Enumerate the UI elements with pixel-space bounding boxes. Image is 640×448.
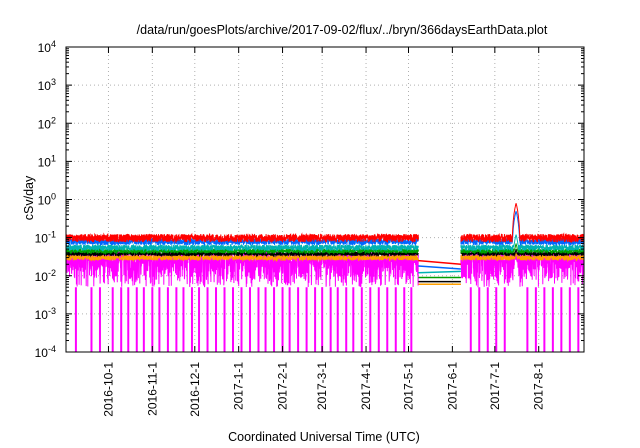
series-line-segment bbox=[460, 252, 585, 263]
series-line-segment bbox=[65, 232, 419, 244]
x-tick-label: 2017-3-1 bbox=[315, 362, 329, 410]
series-gap-line bbox=[418, 270, 461, 274]
x-tick-label: 2017-4-1 bbox=[359, 362, 373, 410]
x-tick-label: 2017-2-1 bbox=[276, 362, 290, 410]
data-series bbox=[65, 203, 585, 266]
data-series bbox=[65, 234, 585, 274]
series-line-segment bbox=[460, 243, 585, 256]
axis-ticks: 10-4 10-3 10-2 10-1 100 101 102 103 104 2016-10-1… bbox=[35, 39, 584, 417]
series-layer bbox=[65, 203, 585, 352]
series-line-segment bbox=[65, 249, 419, 258]
y-tick-label: 103 bbox=[38, 77, 56, 93]
data-series bbox=[65, 248, 585, 283]
y-tick-label: 10-1 bbox=[35, 230, 56, 246]
series-gap-line bbox=[418, 265, 461, 270]
chart-title: /data/run/goesPlots/archive/2017-09-02/f… bbox=[137, 23, 548, 37]
x-tick-label: 2017-7-1 bbox=[488, 362, 502, 410]
x-tick-label: 2016-10-1 bbox=[101, 362, 115, 417]
x-axis-label: Coordinated Universal Time (UTC) bbox=[228, 430, 420, 444]
y-axis-label: cSv/day bbox=[22, 175, 36, 220]
x-tick-label: 2017-1-1 bbox=[232, 362, 246, 410]
y-tick-label: 10-3 bbox=[35, 306, 56, 322]
series-gap-line bbox=[418, 259, 461, 266]
series-line-segment bbox=[460, 234, 585, 253]
x-tick-label: 2017-5-1 bbox=[402, 362, 416, 410]
series-line-segment bbox=[460, 203, 585, 244]
y-tick-label: 10-2 bbox=[35, 268, 56, 284]
x-tick-label: 2017-6-1 bbox=[445, 362, 459, 410]
y-tick-label: 100 bbox=[38, 192, 56, 208]
x-tick-label: 2016-11-1 bbox=[145, 362, 159, 416]
x-tick-label: 2016-12-1 bbox=[188, 362, 202, 417]
y-tick-label: 104 bbox=[38, 39, 56, 55]
data-series bbox=[65, 249, 585, 352]
y-tick-label: 102 bbox=[38, 115, 56, 131]
y-tick-label: 101 bbox=[38, 153, 56, 169]
plot-frame bbox=[65, 46, 585, 353]
grid-lines bbox=[66, 47, 584, 352]
x-tick-label: 2017-8-1 bbox=[532, 362, 546, 410]
y-tick-label: 10-4 bbox=[35, 344, 56, 360]
series-line-segment bbox=[65, 243, 419, 253]
series-line-segment bbox=[460, 248, 585, 258]
